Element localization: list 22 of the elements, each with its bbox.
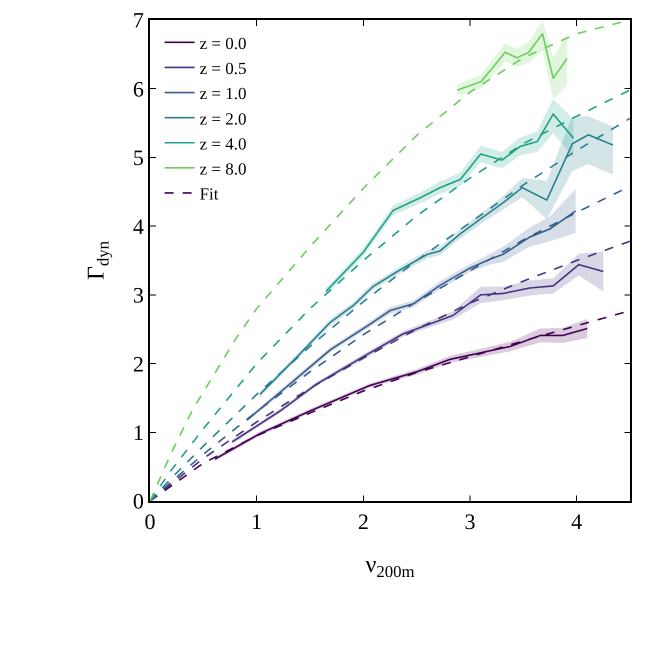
x-axis-title: ν$_{200m}$	[365, 552, 415, 581]
y-tick-label: 6	[132, 76, 144, 102]
y-tick-label: 4	[132, 214, 144, 239]
legend-label: z = 4.0	[200, 134, 246, 154]
line-series	[150, 240, 630, 501]
line-series	[456, 32, 568, 91]
y-tick-label: 5	[132, 145, 144, 170]
legend-label: z = 2.0	[200, 109, 246, 128]
legend-label: Fit	[200, 184, 219, 204]
y-tick-label: 7	[132, 8, 144, 33]
y-tick-label: 1	[132, 420, 144, 445]
legend-label: z = 0.5	[200, 59, 246, 78]
y-tick-label: 3	[132, 282, 144, 308]
legend-label: z = 8.0	[200, 159, 246, 178]
legend-label: z = 1.0	[200, 84, 246, 104]
y-tick-label: 2	[132, 351, 144, 376]
legend-label: z = 0.0	[200, 34, 246, 53]
x-tick-label: 3	[464, 509, 476, 534]
x-tick-label: 2	[358, 509, 369, 534]
y-tick-label: 0	[132, 488, 144, 514]
x-tick-label: 1	[251, 509, 262, 534]
x-tick-label: 4	[571, 509, 582, 534]
